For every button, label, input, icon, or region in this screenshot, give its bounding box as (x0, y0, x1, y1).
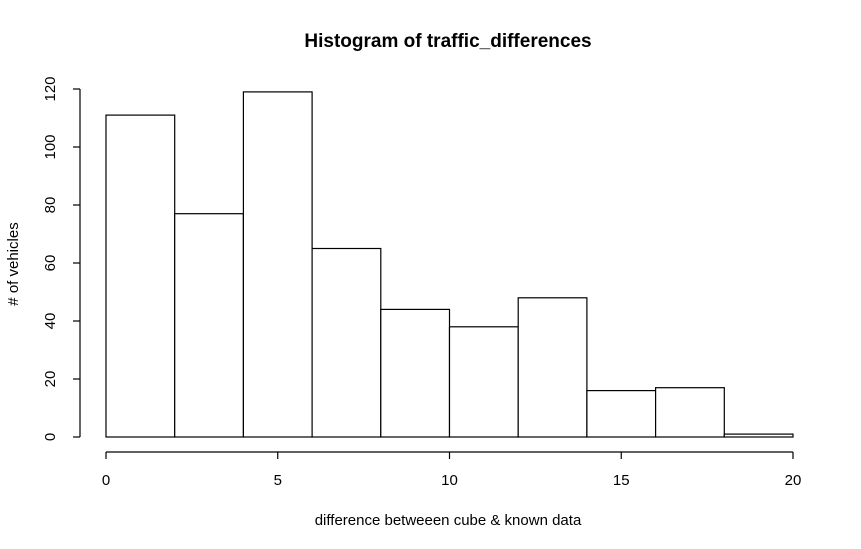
histogram-bar-3 (311, 247, 382, 438)
y-axis: 0 20 40 60 80 100 120 (42, 76, 81, 441)
y-tick-label: 40 (42, 313, 59, 330)
histogram-bar-0 (105, 114, 176, 438)
y-tick-label: 120 (42, 76, 59, 101)
histogram-bar-5 (448, 326, 519, 438)
y-tick-label: 60 (42, 255, 59, 272)
x-axis: 0 5 10 15 20 (102, 451, 802, 489)
histogram-bar-6 (517, 297, 588, 438)
histogram-bar-1 (174, 213, 244, 438)
x-tick-label: 20 (785, 472, 802, 489)
x-tick-label: 5 (274, 472, 282, 489)
chart-title: Histogram of traffic_differences (304, 31, 591, 52)
bars-group (105, 91, 794, 438)
histogram-bar-9 (723, 433, 794, 438)
histogram-bar-2 (242, 91, 313, 438)
histogram-bar-4 (380, 308, 451, 438)
y-tick-label: 100 (42, 134, 59, 159)
histogram-bar-8 (654, 387, 725, 438)
y-tick-label: 0 (42, 433, 59, 441)
y-tick-label: 20 (42, 371, 59, 388)
y-tick-label: 80 (42, 197, 59, 214)
x-tick-label: 15 (613, 472, 630, 489)
histogram-bar-7 (586, 390, 657, 438)
x-axis-label: difference betweeen cube & known data (315, 512, 582, 529)
x-tick-label: 10 (441, 472, 458, 489)
y-axis-label: # of vehicles (5, 222, 22, 305)
x-tick-label: 0 (102, 472, 110, 489)
